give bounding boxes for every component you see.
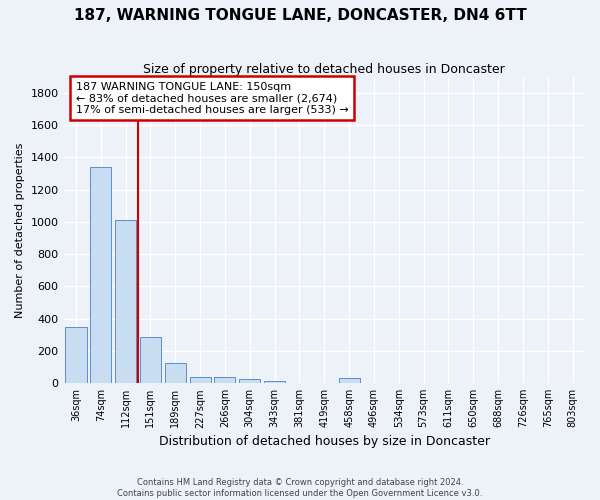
Bar [214,377,235,383]
Bar [165,363,186,383]
Bar [264,381,285,383]
X-axis label: Distribution of detached houses by size in Doncaster: Distribution of detached houses by size … [159,434,490,448]
Bar [190,376,211,383]
Bar [115,220,136,383]
Bar [239,379,260,383]
Text: Contains HM Land Registry data © Crown copyright and database right 2024.
Contai: Contains HM Land Registry data © Crown c… [118,478,482,498]
Text: 187, WARNING TONGUE LANE, DONCASTER, DN4 6TT: 187, WARNING TONGUE LANE, DONCASTER, DN4… [74,8,526,22]
Text: 187 WARNING TONGUE LANE: 150sqm
← 83% of detached houses are smaller (2,674)
17%: 187 WARNING TONGUE LANE: 150sqm ← 83% of… [76,82,349,114]
Bar [90,167,112,383]
Bar [65,326,86,383]
Bar [140,337,161,383]
Bar [338,378,359,383]
Title: Size of property relative to detached houses in Doncaster: Size of property relative to detached ho… [143,62,505,76]
Y-axis label: Number of detached properties: Number of detached properties [15,142,25,318]
